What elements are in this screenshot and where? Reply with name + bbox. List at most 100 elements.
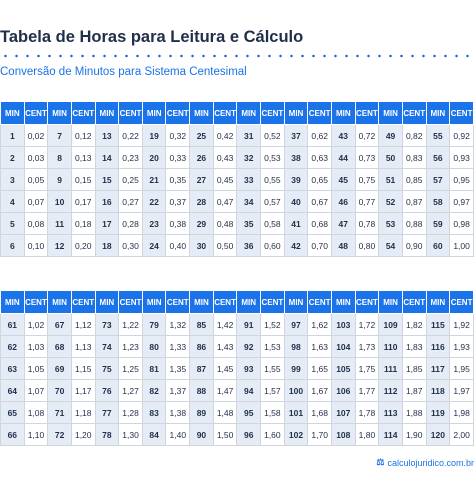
centesimal-cell: 0,67 — [307, 190, 332, 213]
minutes-cell: 3 — [0, 168, 25, 191]
minutes-cell: 22 — [141, 190, 167, 213]
centesimal-cell: 1,13 — [70, 335, 96, 358]
centesimal-cell: 0,25 — [118, 168, 143, 191]
header-cent: CENT — [401, 290, 427, 314]
header-min: MIN — [330, 101, 356, 125]
centesimal-cell: 1,85 — [401, 357, 427, 380]
minutes-cell: 106 — [330, 379, 356, 402]
centesimal-cell: 2,00 — [449, 423, 474, 446]
minutes-cell: 52 — [378, 190, 403, 213]
centesimal-cell: 1,42 — [212, 313, 238, 336]
minutes-cell: 54 — [378, 234, 403, 257]
minutes-cell: 100 — [283, 379, 309, 402]
centesimal-cell: 0,92 — [449, 124, 474, 147]
table-row: 61 1,02 67 1,12 73 1,22 79 1,32 85 1,42 91 1,52 97 1,… — [0, 313, 474, 336]
footer-credit[interactable]: ⚖ calculojuridico.com.br — [376, 457, 474, 468]
minutes-cell: 79 — [141, 313, 167, 336]
header-min: MIN — [0, 290, 25, 314]
minutes-cell: 56 — [425, 146, 451, 169]
centesimal-cell: 1,88 — [401, 401, 427, 424]
table-row: 62 1,03 68 1,13 74 1,23 80 1,33 86 1,43 92 1,53 98 1,… — [0, 335, 474, 358]
centesimal-cell: 1,65 — [307, 357, 332, 380]
minutes-cell: 15 — [94, 168, 120, 191]
minutes-cell: 25 — [189, 124, 214, 147]
header-cent: CENT — [212, 290, 238, 314]
minutes-cell: 31 — [236, 124, 262, 147]
centesimal-cell: 1,77 — [354, 379, 380, 402]
minutes-cell: 101 — [283, 401, 309, 424]
minutes-cell: 113 — [378, 401, 403, 424]
centesimal-cell: 1,50 — [212, 423, 238, 446]
minutes-cell: 66 — [0, 423, 25, 446]
minutes-cell: 111 — [378, 357, 403, 380]
header-min: MIN — [425, 101, 451, 125]
header-min: MIN — [141, 101, 167, 125]
minutes-cell: 43 — [330, 124, 356, 147]
centesimal-cell: 1,45 — [212, 357, 238, 380]
footer-link[interactable]: calculojuridico.com.br — [387, 457, 474, 468]
centesimal-cell: 0,30 — [118, 234, 143, 257]
centesimal-cell: 0,28 — [118, 212, 143, 235]
minutes-cell: 58 — [425, 190, 451, 213]
header-min: MIN — [189, 101, 214, 125]
minutes-cell: 74 — [94, 335, 120, 358]
minutes-cell: 34 — [236, 190, 262, 213]
minutes-cell: 63 — [0, 357, 25, 380]
centesimal-cell: 1,10 — [23, 423, 49, 446]
minutes-cell: 19 — [141, 124, 167, 147]
minutes-cell: 94 — [236, 379, 262, 402]
minutes-cell: 35 — [236, 212, 262, 235]
header-min: MIN — [236, 101, 262, 125]
page-title: Tabela de Horas para Leitura e Cálculo — [0, 28, 304, 46]
header-min: MIN — [378, 290, 403, 314]
centesimal-cell: 0,20 — [70, 234, 96, 257]
centesimal-cell: 0,87 — [401, 190, 427, 213]
centesimal-cell: 1,68 — [307, 401, 332, 424]
header-cent: CENT — [354, 290, 380, 314]
centesimal-cell: 0,42 — [212, 124, 238, 147]
minutes-cell: 95 — [236, 401, 262, 424]
header-cent: CENT — [23, 101, 49, 125]
centesimal-cell: 0,15 — [70, 168, 96, 191]
minutes-cell: 38 — [283, 146, 309, 169]
centesimal-cell: 0,80 — [354, 234, 380, 257]
minutes-cell: 10 — [47, 190, 72, 213]
minutes-cell: 107 — [330, 401, 356, 424]
header-min: MIN — [236, 290, 262, 314]
centesimal-cell: 0,07 — [23, 190, 49, 213]
minutes-cell: 88 — [189, 379, 214, 402]
centesimal-cell: 0,53 — [260, 146, 285, 169]
minutes-cell: 97 — [283, 313, 309, 336]
header-min: MIN — [283, 101, 309, 125]
minutes-cell: 99 — [283, 357, 309, 380]
centesimal-cell: 0,70 — [307, 234, 332, 257]
table-row: 5 0,08 11 0,18 17 0,28 23 0,38 29 0,48 35 0,58 41 0,6… — [0, 212, 474, 235]
minutes-cell: 30 — [189, 234, 214, 257]
minutes-cell: 4 — [0, 190, 25, 213]
minutes-cell: 44 — [330, 146, 356, 169]
centesimal-cell: 0,37 — [165, 190, 191, 213]
header-cent: CENT — [307, 101, 332, 125]
header-min: MIN — [189, 290, 214, 314]
centesimal-cell: 1,97 — [449, 379, 474, 402]
centesimal-cell: 0,03 — [23, 146, 49, 169]
minutes-cell: 62 — [0, 335, 25, 358]
header-cent: CENT — [449, 290, 474, 314]
centesimal-cell: 0,83 — [401, 146, 427, 169]
header-min: MIN — [425, 290, 451, 314]
dotted-divider — [0, 54, 474, 58]
centesimal-cell: 1,58 — [260, 401, 285, 424]
header-cent: CENT — [212, 101, 238, 125]
centesimal-cell: 0,90 — [401, 234, 427, 257]
minutes-cell: 36 — [236, 234, 262, 257]
header-cent: CENT — [70, 101, 96, 125]
centesimal-cell: 0,65 — [307, 168, 332, 191]
minutes-cell: 76 — [94, 379, 120, 402]
centesimal-cell: 1,12 — [70, 313, 96, 336]
centesimal-cell: 1,20 — [70, 423, 96, 446]
minutes-cell: 89 — [189, 401, 214, 424]
minutes-cell: 102 — [283, 423, 309, 446]
header-cent: CENT — [401, 101, 427, 125]
centesimal-cell: 0,47 — [212, 190, 238, 213]
centesimal-cell: 0,17 — [70, 190, 96, 213]
